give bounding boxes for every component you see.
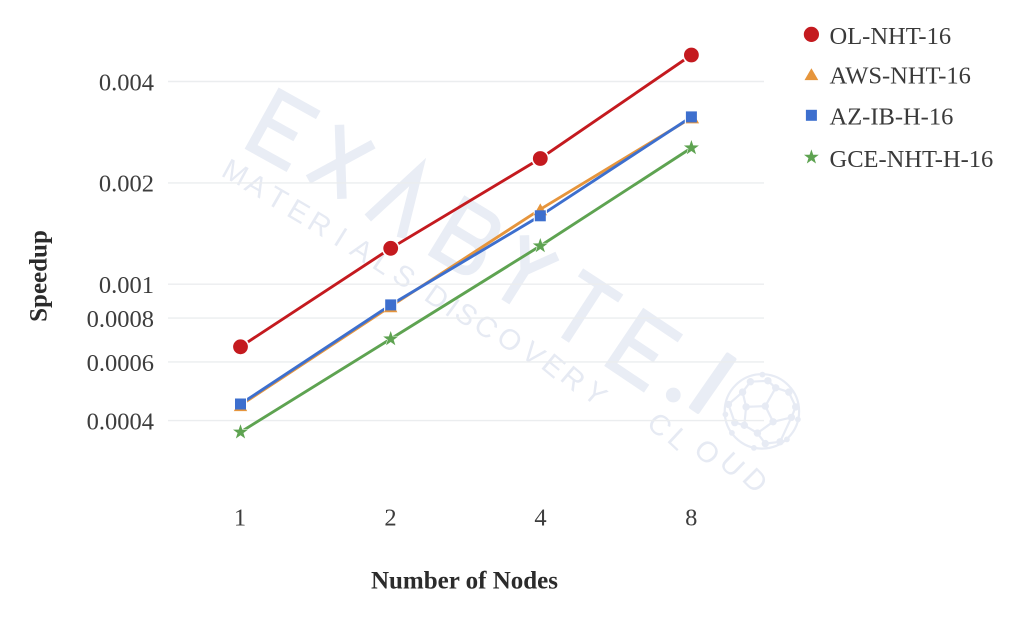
svg-text:0.002: 0.002 [99, 171, 154, 198]
svg-text:0.0008: 0.0008 [87, 306, 154, 333]
svg-text:2: 2 [384, 505, 396, 532]
svg-text:GCE-NHT-H-16: GCE-NHT-H-16 [830, 146, 994, 173]
svg-text:1: 1 [234, 505, 246, 532]
svg-text:0.004: 0.004 [99, 69, 154, 96]
svg-text:8: 8 [685, 505, 697, 532]
svg-text:Speedup: Speedup [25, 230, 52, 322]
svg-text:AWS-NHT-16: AWS-NHT-16 [830, 63, 971, 90]
svg-text:OL-NHT-16: OL-NHT-16 [830, 23, 952, 50]
svg-text:4: 4 [534, 505, 546, 532]
svg-text:0.0006: 0.0006 [87, 350, 154, 377]
svg-text:0.0004: 0.0004 [87, 408, 154, 435]
svg-text:0.001: 0.001 [99, 272, 154, 299]
svg-text:Number of Nodes: Number of Nodes [371, 568, 558, 595]
svg-text:AZ-IB-H-16: AZ-IB-H-16 [830, 104, 954, 131]
